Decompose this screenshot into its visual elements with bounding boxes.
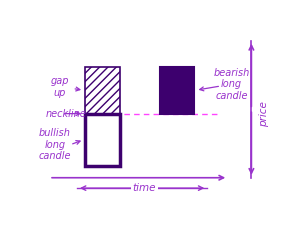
Text: gap
up: gap up bbox=[50, 76, 69, 98]
Text: bullish
long
candle: bullish long candle bbox=[39, 128, 71, 161]
Text: bearish
long
candle: bearish long candle bbox=[214, 68, 250, 101]
Bar bbox=[160, 67, 194, 114]
Bar bbox=[85, 114, 120, 166]
Text: time: time bbox=[133, 183, 156, 193]
Text: neckline: neckline bbox=[46, 109, 86, 119]
Bar bbox=[85, 67, 120, 114]
Text: price: price bbox=[259, 101, 269, 126]
